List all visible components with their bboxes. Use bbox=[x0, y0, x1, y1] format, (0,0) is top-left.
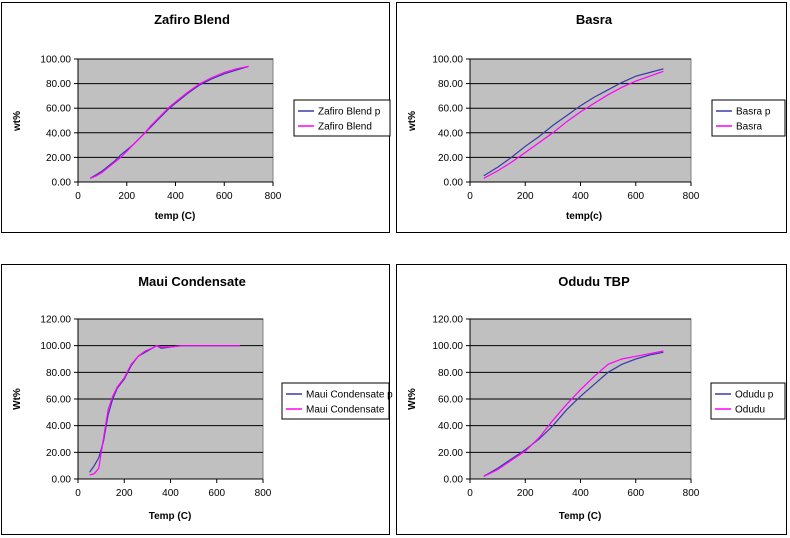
y-tick-label: 0.00 bbox=[444, 475, 464, 486]
y-tick-label: 60.00 bbox=[438, 395, 463, 406]
y-tick-label: 40.00 bbox=[438, 128, 463, 139]
chart-title: Odudu TBP bbox=[558, 274, 630, 289]
x-axis-label: Temp (C) bbox=[559, 511, 602, 522]
x-tick-label: 600 bbox=[216, 191, 233, 202]
series-line-1 bbox=[483, 350, 664, 477]
y-axis-label: Wt% bbox=[407, 388, 418, 410]
y-tick-label: 100.00 bbox=[40, 55, 71, 66]
x-tick-label: 400 bbox=[572, 191, 589, 202]
chart-svg: 0.00 20.00 40.00 60.00 80.00 100.00 120.00 0 200… bbox=[407, 274, 786, 522]
chart-svg: 0.00 20.00 40.00 60.00 80.00 100.00 0 200 400 600… bbox=[12, 12, 391, 222]
series-line-1 bbox=[89, 65, 249, 179]
legend: Odudu p Odudu bbox=[710, 382, 786, 420]
series-line-0 bbox=[89, 65, 249, 179]
x-tick-label: 800 bbox=[683, 488, 700, 499]
legend-box bbox=[293, 99, 391, 137]
legend: Zafiro Blend p Zafiro Blend bbox=[293, 99, 391, 137]
x-tick-label: 800 bbox=[683, 191, 700, 202]
x-tick-label: 200 bbox=[116, 488, 133, 499]
legend-entry: Zafiro Blend p bbox=[318, 107, 381, 118]
x-axis-label: Temp (C) bbox=[149, 511, 192, 522]
chart-title: Basra bbox=[576, 12, 613, 27]
y-axis-label: Wt% bbox=[12, 388, 23, 410]
y-axis-label: wt% bbox=[12, 111, 23, 132]
y-tick-label: 60.00 bbox=[46, 395, 71, 406]
x-tick-label: 0 bbox=[75, 191, 81, 202]
legend-entry: Basra bbox=[736, 122, 763, 133]
legend-box bbox=[710, 382, 786, 420]
chart-panel-odudu: 0.00 20.00 40.00 60.00 80.00 100.00 120.00 0 200… bbox=[396, 264, 787, 535]
legend-box bbox=[281, 382, 390, 420]
series-line-0 bbox=[483, 351, 664, 477]
y-tick-label: 40.00 bbox=[438, 421, 463, 432]
y-tick-label: 20.00 bbox=[438, 448, 463, 459]
y-tick-label: 120.00 bbox=[432, 315, 463, 326]
y-tick-label: 80.00 bbox=[46, 368, 71, 379]
series-line-1 bbox=[89, 345, 240, 476]
x-tick-label: 200 bbox=[517, 191, 534, 202]
legend-entry: Maui Condensate bbox=[306, 405, 385, 416]
x-tick-label: 400 bbox=[162, 488, 179, 499]
x-tick-label: 200 bbox=[517, 488, 534, 499]
y-tick-label: 80.00 bbox=[46, 79, 71, 90]
x-tick-label: 400 bbox=[572, 488, 589, 499]
x-tick-label: 0 bbox=[467, 191, 473, 202]
y-tick-label: 0.00 bbox=[52, 475, 72, 486]
y-tick-label: 80.00 bbox=[438, 368, 463, 379]
y-tick-label: 100.00 bbox=[40, 341, 71, 352]
y-tick-label: 100.00 bbox=[432, 55, 463, 66]
y-tick-label: 20.00 bbox=[46, 153, 71, 164]
x-tick-label: 600 bbox=[627, 191, 644, 202]
x-axis-label: temp(c) bbox=[566, 211, 602, 222]
y-tick-label: 0.00 bbox=[444, 178, 464, 189]
y-tick-label: 20.00 bbox=[46, 448, 71, 459]
legend-entry: Odudu bbox=[735, 405, 765, 416]
legend-entry: Zafiro Blend bbox=[318, 122, 372, 133]
chart-title: Zafiro Blend bbox=[154, 12, 230, 27]
x-tick-label: 600 bbox=[208, 488, 225, 499]
series-line-1 bbox=[483, 70, 664, 179]
series-line-0 bbox=[483, 68, 664, 177]
legend: Basra p Basra bbox=[711, 99, 786, 137]
chart-panel-basra: 0.00 20.00 40.00 60.00 80.00 100.00 0 200 400 600… bbox=[396, 2, 787, 233]
y-tick-label: 20.00 bbox=[438, 153, 463, 164]
y-tick-label: 60.00 bbox=[438, 104, 463, 115]
y-tick-label: 40.00 bbox=[46, 128, 71, 139]
chart-panel-maui: 0.00 20.00 40.00 60.00 80.00 100.00 120.00 0 200… bbox=[1, 264, 393, 535]
plot-area bbox=[77, 58, 274, 183]
x-tick-label: 600 bbox=[627, 488, 644, 499]
legend-entry: Odudu p bbox=[735, 390, 774, 401]
chart-svg: 0.00 20.00 40.00 60.00 80.00 100.00 0 200 400 600… bbox=[407, 12, 786, 222]
chart-panel-zafiro: 0.00 20.00 40.00 60.00 80.00 100.00 0 200 400 600… bbox=[1, 2, 391, 233]
y-axis-label: wt% bbox=[407, 111, 418, 132]
x-tick-label: 800 bbox=[265, 191, 282, 202]
legend-entry: Maui Condensate p bbox=[306, 390, 393, 401]
y-tick-label: 120.00 bbox=[40, 315, 71, 326]
x-tick-label: 0 bbox=[467, 488, 473, 499]
y-tick-label: 40.00 bbox=[46, 421, 71, 432]
y-tick-label: 60.00 bbox=[46, 104, 71, 115]
x-tick-label: 400 bbox=[167, 191, 184, 202]
legend-entry: Basra p bbox=[736, 107, 771, 118]
y-tick-label: 80.00 bbox=[438, 79, 463, 90]
x-tick-label: 0 bbox=[75, 488, 81, 499]
y-tick-label: 100.00 bbox=[432, 341, 463, 352]
x-tick-label: 800 bbox=[255, 488, 272, 499]
legend: Maui Condensate p Maui Condensate bbox=[281, 382, 393, 420]
chart-svg: 0.00 20.00 40.00 60.00 80.00 100.00 120.00 0 200… bbox=[12, 274, 393, 522]
x-axis-label: temp (C) bbox=[155, 211, 196, 222]
y-tick-label: 0.00 bbox=[52, 178, 72, 189]
chart-title: Maui Condensate bbox=[138, 274, 246, 289]
legend-box bbox=[711, 99, 786, 137]
x-tick-label: 200 bbox=[118, 191, 135, 202]
